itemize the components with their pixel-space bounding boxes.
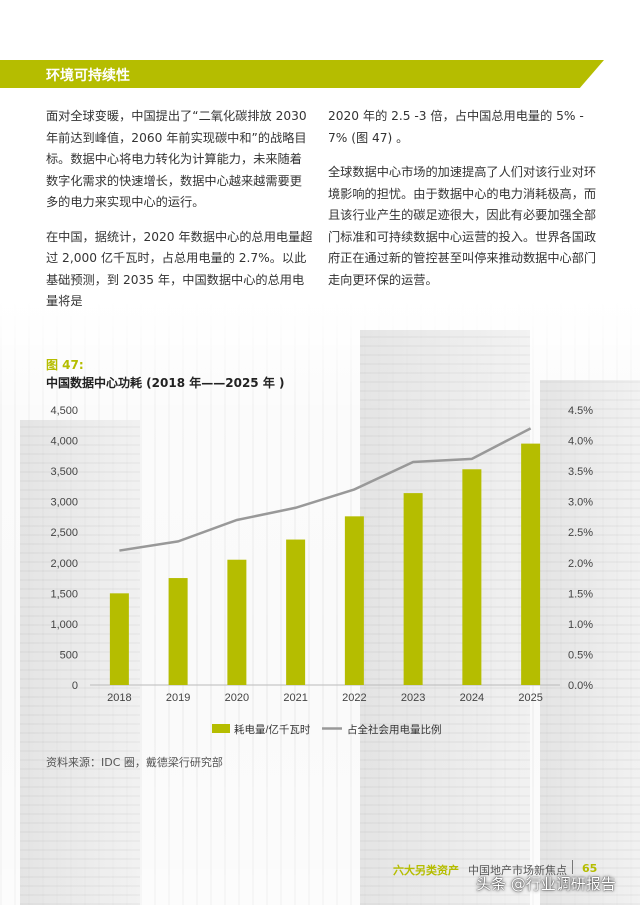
paragraph: 在中国，据统计，2020 年数据中心的总用电量超过 2,000 亿千瓦时，占总用… <box>46 229 313 309</box>
footer-divider <box>572 860 573 874</box>
figure-label: 图 47: <box>46 358 84 372</box>
right-axis-tick-label: 0.0% <box>568 680 593 692</box>
right-axis-tick-label: 2.5% <box>568 527 593 539</box>
figure-title: 中国数据中心功耗 (2018 年——2025 年 ) <box>46 376 285 390</box>
left-axis-tick-label: 500 <box>60 649 78 661</box>
bar <box>403 493 423 685</box>
x-axis-tick-label: 2020 <box>225 692 249 704</box>
figure-source: 资料来源：IDC 圈，戴德梁行研究部 <box>46 756 223 769</box>
section-title: 环境可持续性 <box>46 68 130 84</box>
x-axis-tick-label: 2025 <box>518 692 542 704</box>
right-axis-tick-label: 1.5% <box>568 588 593 600</box>
page-number: 65 <box>582 862 598 875</box>
x-axis-tick-label: 2021 <box>283 692 307 704</box>
share-line <box>119 427 532 552</box>
right-axis-tick-label: 2.0% <box>568 558 593 570</box>
left-axis-tick-label: 0 <box>72 680 78 692</box>
left-axis-tick-label: 3,500 <box>50 466 78 478</box>
x-axis-tick-label: 2024 <box>460 692 484 704</box>
legend-label-line: 占全社会用电量比例 <box>347 723 442 736</box>
left-axis-tick-label: 3,000 <box>50 497 78 509</box>
footer-report-title: 中国地产市场新焦点 <box>468 864 567 877</box>
x-axis-tick-label: 2023 <box>401 692 425 704</box>
bar <box>227 559 247 685</box>
left-axis-tick-label: 4,500 <box>50 405 78 417</box>
footer-series-title: 六大另类资产 <box>393 864 459 877</box>
left-axis-tick-label: 4,000 <box>50 436 78 448</box>
right-axis-tick-label: 4.0% <box>568 436 593 448</box>
right-axis-tick-label: 4.5% <box>568 405 593 417</box>
paragraph: 2020 年的 2.5 -3 倍，占中国总用电量的 5% - 7% (图 47)… <box>328 109 584 145</box>
section-header-bar <box>0 60 604 88</box>
bar <box>286 539 306 685</box>
right-axis-tick-label: 1.0% <box>568 619 593 631</box>
left-axis-tick-label: 1,000 <box>50 619 78 631</box>
x-axis-tick-label: 2019 <box>166 692 190 704</box>
x-axis-tick-label: 2018 <box>107 692 131 704</box>
background-building <box>360 330 530 905</box>
background-building <box>540 380 640 905</box>
bar <box>344 516 364 685</box>
right-column: 2020 年的 2.5 -3 倍，占中国总用电量的 5% - 7% (图 47)… <box>328 106 600 304</box>
right-axis-tick-label: 3.5% <box>568 466 593 478</box>
bar <box>109 593 129 685</box>
paragraph: 面对全球变暖，中国提出了“二氧化碳排放 2030 年前达到峰值，2060 年前实… <box>46 109 307 209</box>
left-axis-tick-label: 2,000 <box>50 558 78 570</box>
bar <box>168 578 188 685</box>
left-axis-tick-label: 1,500 <box>50 588 78 600</box>
x-axis-tick-label: 2022 <box>342 692 366 704</box>
legend-label-bar: 耗电量/亿千瓦时 <box>234 723 311 736</box>
left-axis-tick-label: 2,500 <box>50 527 78 539</box>
power-consumption-chart: 0 500 1,000 1,500 2,000 2,500 3,000 3,500 4,000 4… <box>50 405 593 736</box>
right-axis-tick-label: 3.0% <box>568 497 593 509</box>
right-axis-tick-label: 0.5% <box>568 649 593 661</box>
legend-swatch-bar <box>212 724 230 733</box>
left-column: 面对全球变暖，中国提出了“二氧化碳排放 2030 年前达到峰值，2060 年前实… <box>46 106 314 326</box>
bar <box>462 469 482 685</box>
paragraph: 全球数据中心市场的加速提高了人们对该行业对环境影响的担忧。由于数据中心的电力消耗… <box>328 165 597 287</box>
bar <box>521 443 541 685</box>
watermark: 头条 @行业调研报告 <box>476 875 616 893</box>
